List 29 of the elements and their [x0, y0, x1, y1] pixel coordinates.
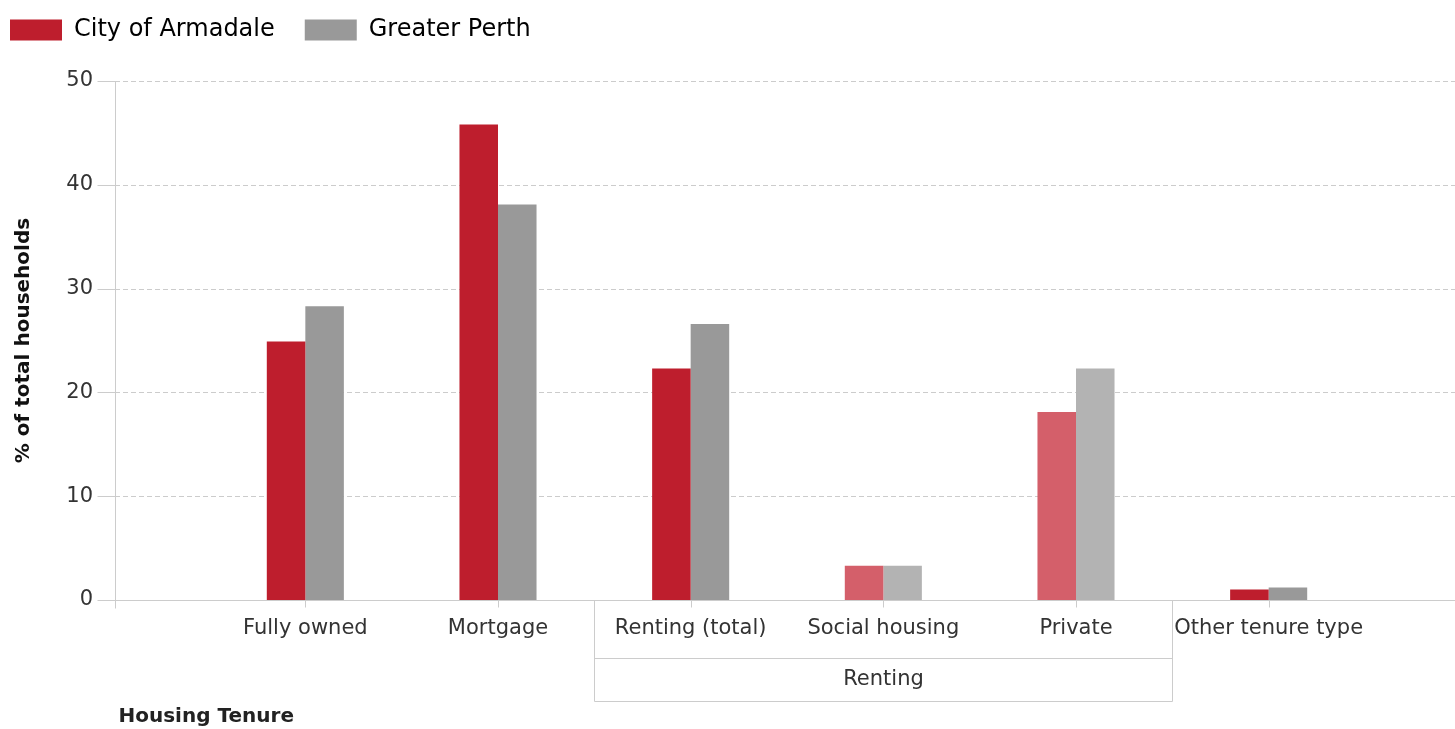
y-tick-label: 20 [66, 378, 93, 403]
bar [1076, 368, 1115, 600]
bar [844, 565, 884, 600]
bar [1268, 587, 1308, 600]
bar [1037, 412, 1076, 600]
x-tick-label: Mortgage [447, 615, 549, 640]
x-tick-label: Private [1039, 615, 1113, 640]
text: Renting [843, 666, 924, 691]
y-tick-label: 40 [66, 171, 93, 196]
legend-label: City of Armadale [74, 14, 275, 43]
y-tick-label: 50 [66, 67, 93, 92]
y-tick-label: 0 [79, 586, 93, 611]
bar [1230, 589, 1269, 600]
bar [883, 565, 922, 600]
x-tick-label: Renting (total) [614, 615, 767, 640]
bar [266, 341, 306, 600]
legend-label: Greater Perth [368, 14, 531, 43]
bar [305, 306, 344, 600]
bar [498, 204, 537, 600]
y-tick-label: 10 [66, 482, 93, 507]
bar [690, 323, 730, 600]
y-axis-title: % of total households [10, 217, 35, 464]
x-axis-title: Housing Tenure [118, 703, 294, 728]
x-tick-label: Fully owned [243, 615, 368, 640]
y-tick-label: 30 [66, 275, 93, 300]
bar [652, 368, 691, 600]
bar [459, 124, 498, 600]
x-tick-label: Social housing [807, 615, 960, 640]
x-tick-label: Other tenure type [1174, 615, 1364, 640]
